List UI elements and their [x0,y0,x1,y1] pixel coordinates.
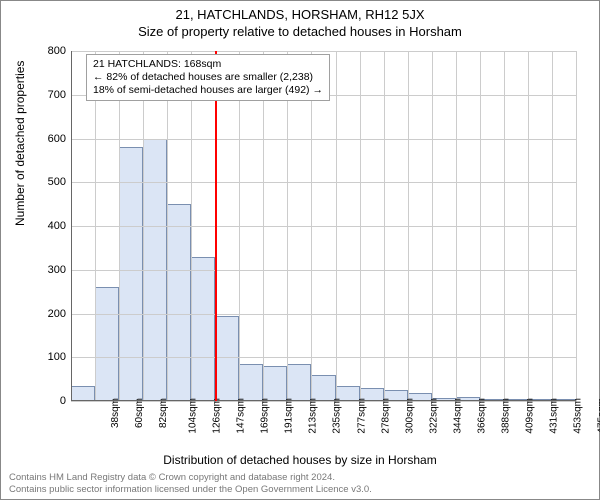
x-tick-label: 169sqm [260,398,271,434]
grid-line-v [191,51,192,401]
y-tick-label: 100 [36,351,66,363]
y-tick-label: 300 [36,264,66,276]
x-tick-label: 191sqm [284,398,295,434]
x-tick-label: 388sqm [500,398,511,434]
x-tick-label: 322sqm [428,398,439,434]
annotation-line-3: 18% of semi-detached houses are larger (… [93,84,323,97]
histogram-bar [215,316,239,401]
grid-line-h [71,357,576,358]
x-axis-line [71,400,576,401]
grid-line-v [95,51,96,401]
grid-line-v [263,51,264,401]
grid-line-v [480,51,481,401]
x-tick-label: 104sqm [188,398,199,434]
x-tick-label: 60sqm [134,398,145,428]
histogram-bar [71,386,95,401]
y-axis-title: Number of detached properties [13,61,27,226]
histogram-bar [95,287,119,401]
grid-line-v [528,51,529,401]
footer-attribution: Contains HM Land Registry data © Crown c… [9,472,372,495]
histogram-bar [263,366,287,401]
y-tick-label: 400 [36,220,66,232]
grid-line-v [576,51,577,401]
plot-area: 010020030040050060070080038sqm60sqm82sqm… [71,51,576,401]
annotation-box: 21 HATCHLANDS: 168sqm ← 82% of detached … [86,54,330,101]
y-tick-label: 700 [36,89,66,101]
y-tick-label: 200 [36,308,66,320]
x-axis-title: Distribution of detached houses by size … [1,453,599,467]
grid-line-v [408,51,409,401]
grid-line-h [71,139,576,140]
y-tick-label: 600 [36,133,66,145]
chart-subtitle: Size of property relative to detached ho… [1,22,599,39]
grid-line-v [167,51,168,401]
y-tick-label: 500 [36,176,66,188]
x-tick-label: 147sqm [236,398,247,434]
grid-line-v [311,51,312,401]
histogram-bar [239,364,263,401]
histogram-bar [167,204,191,401]
x-tick-label: 431sqm [548,398,559,434]
x-tick-label: 213sqm [308,398,319,434]
grid-line-v [143,51,144,401]
address-title: 21, HATCHLANDS, HORSHAM, RH12 5JX [1,1,599,22]
x-tick-label: 409sqm [524,398,535,434]
footer-line-2: Contains public sector information licen… [9,484,372,495]
grid-line-h [71,314,576,315]
grid-line-h [71,226,576,227]
y-axis-line [71,51,72,401]
x-tick-label: 235sqm [332,398,343,434]
grid-line-v [239,51,240,401]
grid-line-v [432,51,433,401]
histogram-bar [119,147,143,401]
x-tick-label: 82sqm [158,398,169,428]
x-tick-label: 38sqm [110,398,121,428]
grid-line-v [336,51,337,401]
grid-line-v [360,51,361,401]
grid-line-v [504,51,505,401]
x-tick-label: 300sqm [404,398,415,434]
grid-line-h [71,51,576,52]
x-tick-label: 453sqm [573,398,584,434]
grid-line-v [456,51,457,401]
grid-line-h [71,182,576,183]
grid-line-h [71,270,576,271]
x-tick-label: 126sqm [212,398,223,434]
annotation-line-1: 21 HATCHLANDS: 168sqm [93,58,323,71]
grid-line-v [552,51,553,401]
x-tick-label: 475sqm [597,398,600,434]
x-tick-label: 344sqm [452,398,463,434]
grid-line-v [119,51,120,401]
x-tick-label: 278sqm [380,398,391,434]
x-tick-label: 277sqm [356,398,367,434]
footer-line-1: Contains HM Land Registry data © Crown c… [9,472,372,483]
annotation-line-2: ← 82% of detached houses are smaller (2,… [93,71,323,84]
y-tick-label: 0 [36,395,66,407]
histogram-bar [287,364,311,401]
x-tick-label: 366sqm [476,398,487,434]
grid-line-v [384,51,385,401]
y-tick-label: 800 [36,45,66,57]
histogram-bar [191,257,215,401]
property-marker-line [215,51,217,401]
chart-container: 21, HATCHLANDS, HORSHAM, RH12 5JX Size o… [0,0,600,500]
grid-line-v [287,51,288,401]
